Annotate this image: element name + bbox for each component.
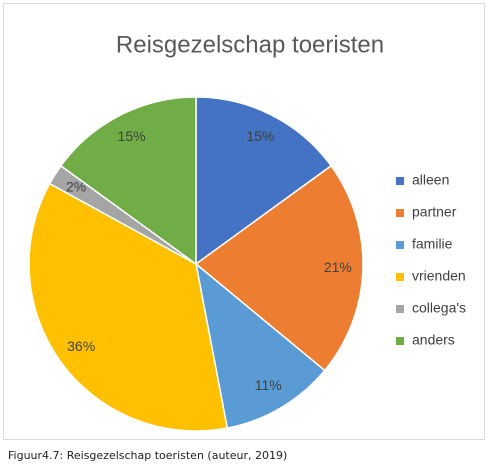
pie-slice	[28, 182, 229, 432]
legend-swatch	[396, 337, 404, 345]
legend-label: collega's	[412, 300, 466, 316]
data-label: 2%	[66, 179, 86, 195]
chart-title: Reisgezelschap toeristen	[116, 31, 384, 58]
pie-slice	[194, 164, 364, 372]
data-label: 15%	[246, 128, 274, 144]
legend-swatch	[396, 177, 404, 185]
pie-slice	[195, 96, 333, 266]
legend-label: partner	[412, 204, 457, 220]
chart: Reisgezelschap toeristen 15% 21% 11% 36% 2% 1…	[28, 31, 466, 432]
legend-label: alleen	[412, 172, 449, 188]
legend-swatch	[396, 209, 404, 217]
legend-swatch	[396, 241, 404, 249]
data-label: 21%	[324, 259, 352, 275]
data-label: 36%	[67, 338, 95, 354]
legend-swatch	[396, 305, 404, 313]
legend-label: familie	[412, 236, 453, 252]
legend-label: vrienden	[412, 268, 466, 284]
pie-slice	[59, 96, 197, 266]
data-label: 15%	[118, 128, 146, 144]
legend-label: anders	[412, 332, 455, 348]
data-label: 11%	[255, 377, 282, 393]
caption: Figuur4.7: Reisgezelschap toeristen (aut…	[8, 449, 288, 462]
legend-swatch	[396, 273, 404, 281]
pie-slice	[194, 262, 326, 429]
chart-frame	[3, 3, 485, 440]
